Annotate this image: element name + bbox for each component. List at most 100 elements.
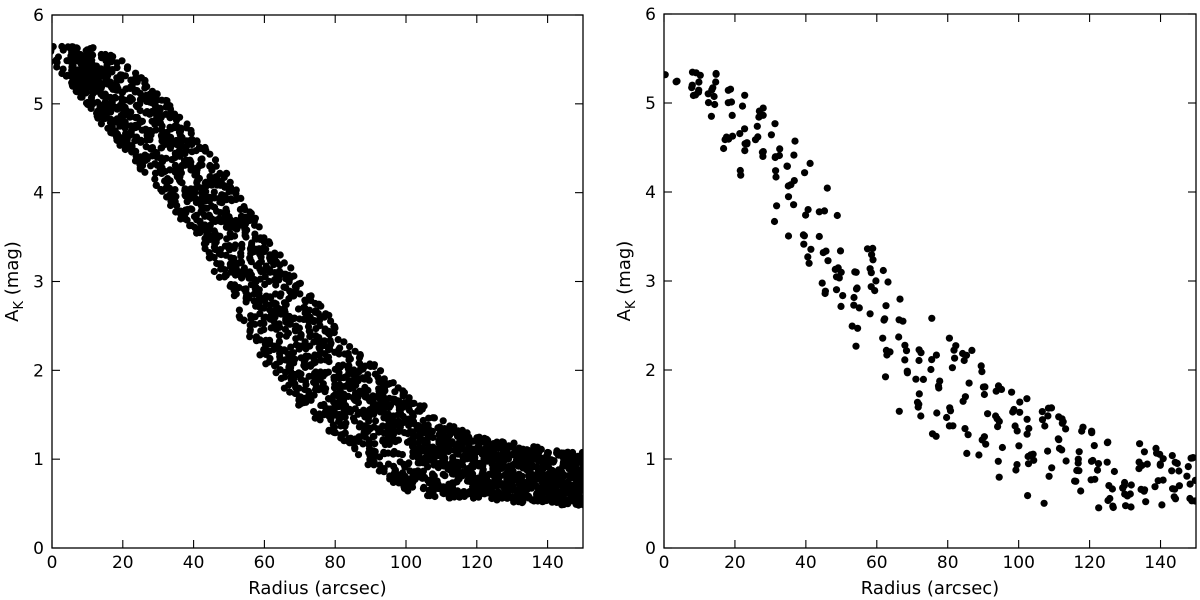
data-point bbox=[720, 144, 728, 153]
data-point bbox=[327, 317, 335, 325]
data-point bbox=[510, 439, 518, 447]
data-point bbox=[915, 390, 923, 398]
data-point bbox=[664, 71, 669, 79]
data-point bbox=[429, 414, 437, 422]
data-point bbox=[171, 198, 179, 206]
data-point bbox=[364, 371, 372, 379]
data-point bbox=[162, 154, 170, 162]
data-point bbox=[260, 314, 268, 322]
data-point bbox=[246, 333, 254, 341]
data-point bbox=[995, 473, 1003, 481]
data-point bbox=[818, 279, 826, 287]
data-point bbox=[1122, 502, 1130, 510]
data-point bbox=[439, 417, 447, 425]
data-point bbox=[206, 161, 214, 170]
data-point bbox=[193, 169, 201, 177]
data-point bbox=[549, 458, 557, 466]
x-axis-label: Radius (arcsec) bbox=[861, 578, 999, 599]
data-point bbox=[903, 369, 912, 377]
data-point bbox=[833, 211, 841, 220]
data-point bbox=[275, 276, 283, 284]
data-point bbox=[558, 468, 566, 476]
data-point bbox=[275, 338, 283, 346]
data-point bbox=[902, 347, 911, 355]
data-point bbox=[1126, 490, 1134, 498]
data-point bbox=[87, 99, 95, 107]
data-point bbox=[195, 143, 204, 151]
data-point bbox=[1121, 490, 1129, 498]
data-point bbox=[419, 485, 427, 493]
data-point bbox=[215, 249, 223, 257]
data-point bbox=[156, 116, 164, 124]
data-point bbox=[410, 399, 418, 407]
data-point bbox=[463, 477, 472, 485]
data-point bbox=[319, 372, 327, 380]
data-point bbox=[522, 466, 531, 474]
data-point bbox=[799, 231, 808, 239]
data-point bbox=[221, 273, 229, 281]
data-point bbox=[202, 188, 210, 196]
data-point bbox=[124, 63, 132, 71]
data-point bbox=[354, 399, 362, 407]
data-point bbox=[869, 244, 877, 252]
data-point bbox=[579, 478, 583, 487]
data-point bbox=[276, 331, 284, 339]
data-point bbox=[852, 342, 860, 350]
data-point bbox=[195, 174, 203, 182]
data-point bbox=[424, 476, 432, 484]
data-point bbox=[284, 329, 292, 337]
data-point bbox=[320, 342, 328, 350]
data-point bbox=[759, 104, 767, 112]
data-point bbox=[1175, 467, 1183, 475]
data-point bbox=[790, 151, 798, 159]
data-point bbox=[296, 332, 304, 341]
data-point bbox=[334, 336, 342, 344]
data-point bbox=[741, 147, 749, 155]
x-tick-label: 120 bbox=[1073, 553, 1105, 573]
data-point bbox=[97, 65, 105, 73]
data-point bbox=[994, 457, 1002, 465]
data-point bbox=[994, 423, 1002, 431]
chart-panel-right: 0 20 40 60 80 100 120 140 0 1 2 3 4 5 6 Radius (arcse… bbox=[614, 5, 1197, 599]
data-point bbox=[365, 376, 373, 384]
data-point bbox=[919, 375, 928, 383]
data-point bbox=[296, 290, 304, 298]
data-point bbox=[579, 494, 583, 502]
data-point bbox=[141, 76, 149, 85]
data-point bbox=[354, 410, 362, 418]
data-point bbox=[965, 379, 973, 387]
x-tick-label: 140 bbox=[531, 553, 563, 573]
data-point bbox=[305, 306, 314, 314]
data-point bbox=[707, 112, 716, 120]
data-point bbox=[755, 113, 763, 121]
data-point bbox=[324, 411, 333, 419]
data-point bbox=[166, 177, 174, 185]
data-point bbox=[398, 451, 406, 459]
data-point bbox=[815, 208, 823, 216]
data-point bbox=[1191, 497, 1196, 505]
data-point bbox=[1044, 412, 1052, 420]
data-point bbox=[359, 365, 367, 373]
data-point bbox=[399, 387, 407, 395]
data-point bbox=[1171, 458, 1179, 466]
data-point bbox=[132, 147, 140, 155]
data-point bbox=[231, 232, 239, 240]
data-point bbox=[260, 319, 268, 327]
data-point bbox=[346, 355, 354, 363]
data-point bbox=[240, 316, 248, 324]
data-point bbox=[1135, 458, 1143, 466]
data-point bbox=[895, 333, 903, 341]
data-point bbox=[310, 391, 318, 399]
data-point bbox=[176, 127, 185, 135]
data-point bbox=[309, 359, 317, 368]
data-point bbox=[389, 379, 397, 387]
data-point bbox=[287, 264, 295, 272]
data-point bbox=[1025, 424, 1033, 433]
data-point bbox=[504, 488, 512, 496]
data-point bbox=[176, 113, 184, 121]
data-point bbox=[355, 354, 364, 362]
data-point bbox=[52, 46, 55, 54]
data-point bbox=[424, 492, 432, 500]
data-point bbox=[324, 353, 333, 361]
data-point bbox=[1015, 442, 1023, 450]
